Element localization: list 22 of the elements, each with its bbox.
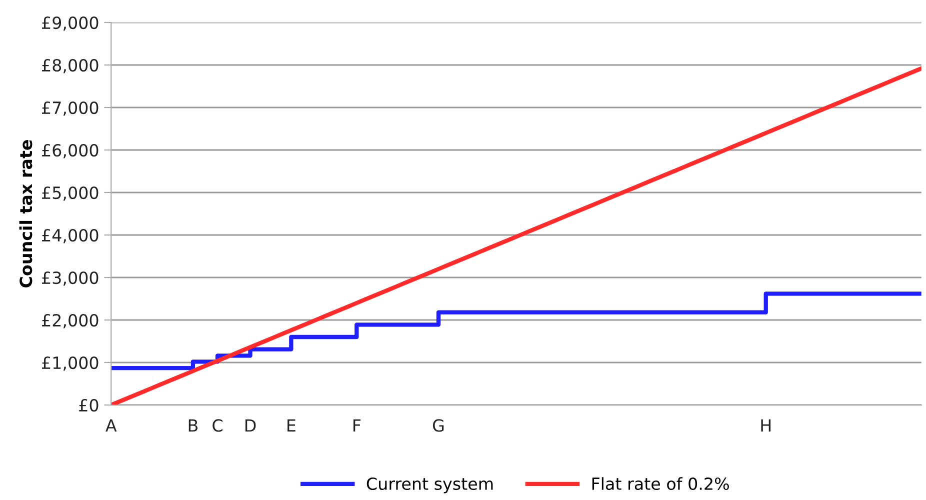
line-series xyxy=(111,66,922,405)
y-tick-label: £6,000 xyxy=(42,144,98,158)
y-tick-label: £2,000 xyxy=(42,314,98,328)
x-tick-label: B xyxy=(188,419,198,432)
y-tick-label: £3,000 xyxy=(42,271,98,286)
x-tick-label: G xyxy=(432,419,444,432)
y-tick-label: £0 xyxy=(79,398,98,412)
y-tick-label: £9,000 xyxy=(42,16,98,31)
y-axis-title: Council tax rate xyxy=(19,140,32,288)
x-tick-label: D xyxy=(245,419,256,432)
x-tick-label: E xyxy=(288,419,296,432)
y-tick-label: £5,000 xyxy=(42,186,98,201)
legend-label: Current system xyxy=(366,477,493,494)
x-tick-label: H xyxy=(761,419,770,432)
x-tick-label: C xyxy=(212,419,222,432)
x-tick-label: F xyxy=(353,419,360,432)
legend-label: Flat rate of 0.2% xyxy=(592,477,729,490)
y-tick-label: £1,000 xyxy=(42,356,98,371)
y-tick-label: £8,000 xyxy=(42,58,98,74)
y-tick-label: £7,000 xyxy=(42,101,98,116)
y-tick-label: £4,000 xyxy=(42,228,98,244)
x-tick-label: A xyxy=(106,419,117,432)
